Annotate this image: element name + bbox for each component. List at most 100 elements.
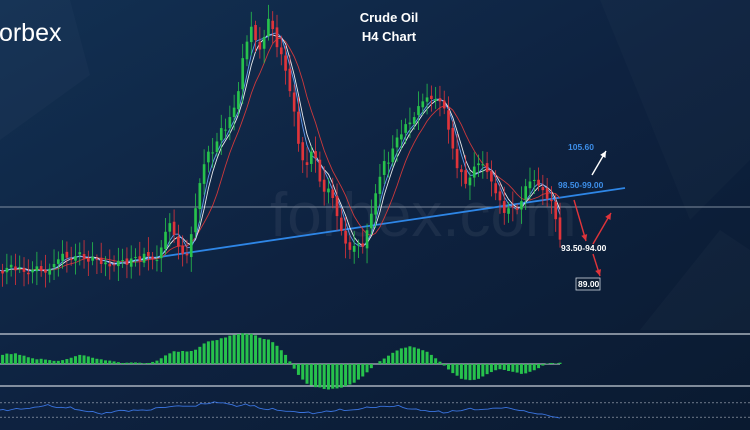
candle [99,242,103,274]
candle-body [361,243,365,247]
histogram-bar [86,356,90,364]
candle-body [65,251,69,258]
histogram-bar [305,364,309,384]
candle [279,35,283,66]
candle [228,105,232,141]
candle-body [22,267,26,272]
candle-body [344,230,347,244]
candle [159,240,163,273]
candle-body [262,36,266,49]
candle [301,136,305,173]
watermark: forbex.com [270,181,577,250]
candle [5,253,9,285]
candle [121,248,124,268]
candle [26,259,30,285]
histogram-bar [434,358,438,364]
histogram-bar [331,364,335,389]
candle [117,247,120,282]
candle [412,112,416,130]
candle [108,249,112,280]
histogram-bar [129,362,133,364]
candle-body [292,92,296,112]
histogram-bar [172,351,176,364]
candle-body [61,253,64,261]
candle-body [125,258,129,265]
histogram-bar [266,339,270,364]
candle [477,154,480,178]
histogram-bar [271,342,275,364]
candle-body [438,98,442,102]
arrow-head [605,213,611,220]
candle [327,177,330,204]
candle-body [245,41,249,60]
candle-body [275,27,279,48]
candle-body [370,213,373,229]
candle-body [532,179,536,181]
candle-body [91,256,94,261]
histogram-bar [279,350,283,364]
histogram-bar [258,337,262,364]
candle-body [56,259,60,264]
candle [1,263,4,287]
oscillator-line [0,401,561,419]
candle-body [172,221,176,235]
candle [219,114,223,155]
histogram-bar [262,339,266,364]
oscillator-line-panel [0,401,750,419]
arrow-up-white [591,150,607,176]
histogram-bar [378,361,382,364]
histogram-bar [121,362,125,364]
candle [56,251,60,277]
histogram-bar [52,360,56,364]
level-label-box [575,277,601,291]
candle [391,135,395,167]
candle [558,202,562,248]
histogram-bar [9,354,13,364]
candle-body [142,253,146,263]
candle-body [507,208,510,214]
candle [241,43,245,105]
histogram-bar [309,364,313,386]
candle [447,96,450,144]
candle [297,97,300,152]
histogram-bar [545,363,549,364]
histogram-bar [511,364,515,372]
candle-body [472,166,476,178]
candle [292,84,296,127]
histogram-bar [421,350,425,364]
candle [374,184,377,229]
histogram-bar [438,361,442,364]
histogram-bar [416,348,421,364]
candle [194,193,197,238]
candle-body [69,258,73,261]
candle [502,186,506,225]
arrow-head [600,151,606,158]
candle [460,164,463,187]
candle [61,240,64,269]
candle-body [215,141,219,153]
histogram-bar [95,358,99,364]
histogram-bar [489,364,493,373]
histogram-bar [215,340,219,364]
candle [451,120,455,160]
candle-body [331,189,335,198]
candle [554,193,558,232]
candle-body [164,231,167,250]
candle-body [26,272,30,275]
candle-body [468,177,472,186]
candle-body [177,236,180,247]
candle-body [391,148,395,163]
candle [142,247,146,268]
candle-body [490,171,493,182]
candle-body [442,100,446,109]
histogram-bar [425,351,429,364]
candle-body [181,245,184,254]
candle [138,241,142,276]
candle [189,226,193,272]
candle-body [554,201,558,220]
candle [472,152,476,187]
candle-body [224,129,227,131]
candle-body [327,188,330,193]
candle-body [502,201,506,213]
candle [172,209,176,243]
